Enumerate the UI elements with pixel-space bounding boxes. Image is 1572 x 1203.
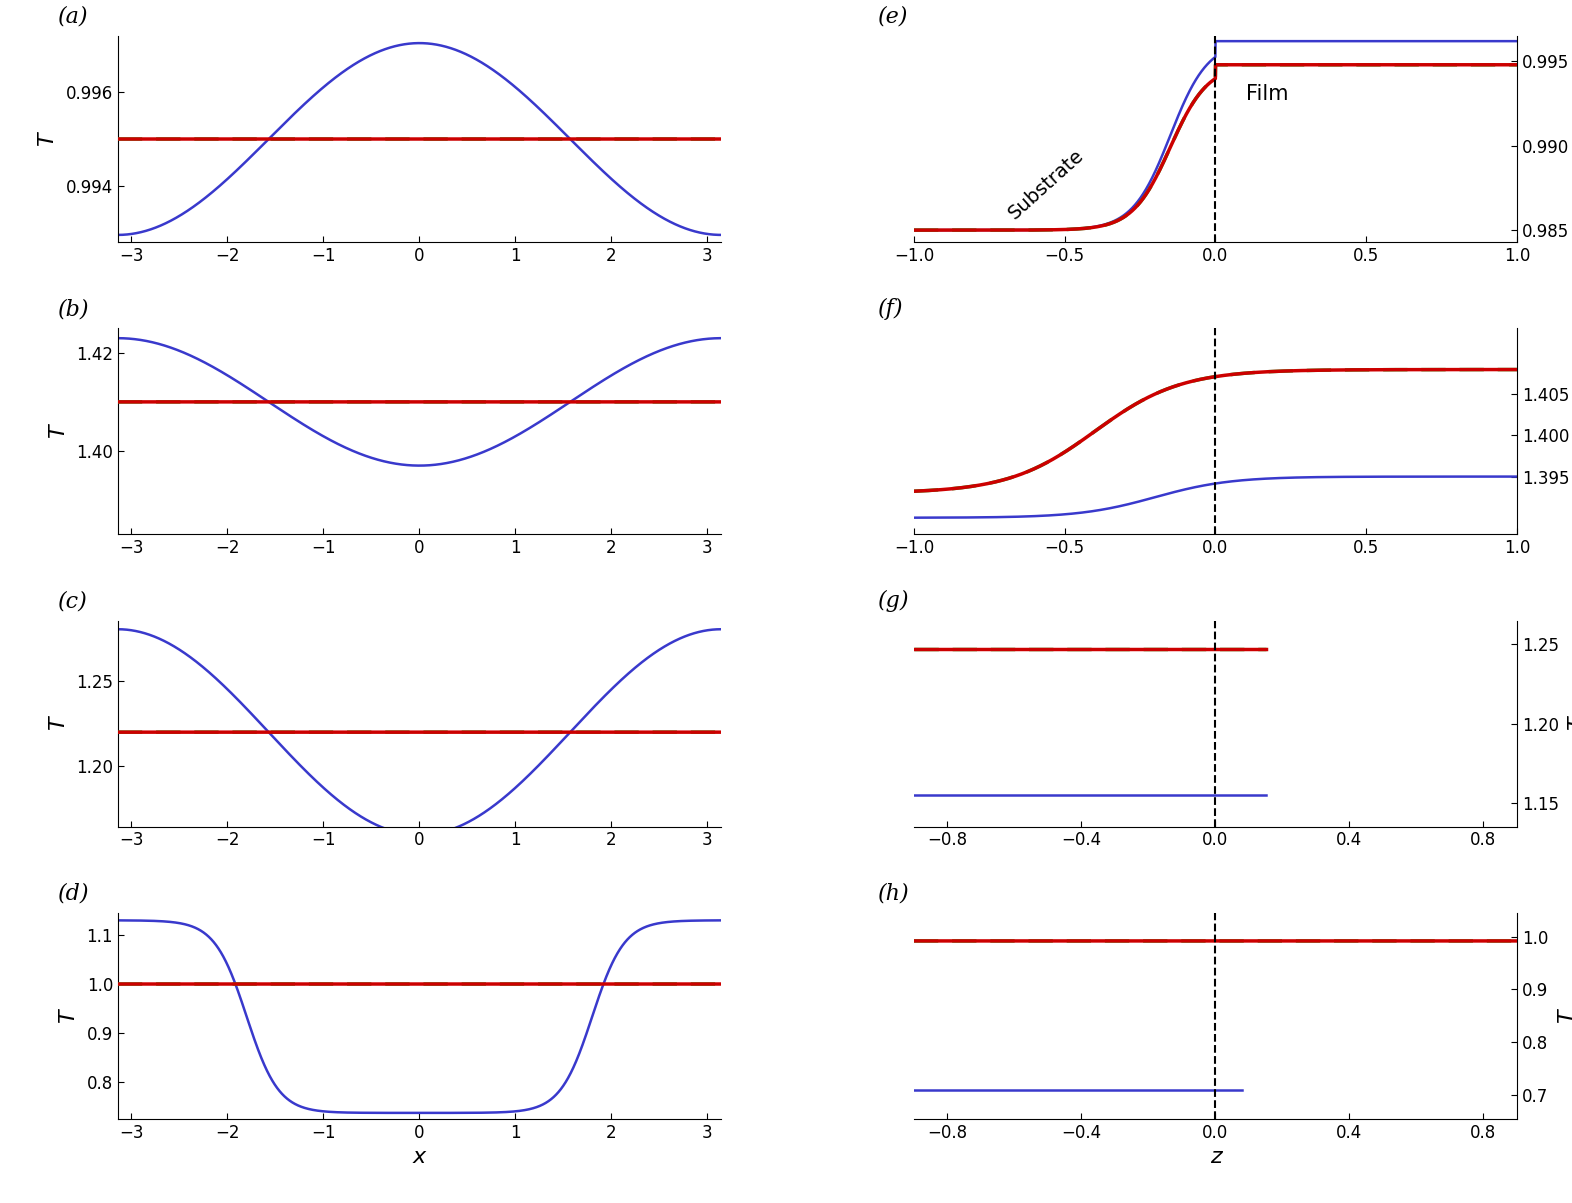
- Text: Film: Film: [1245, 84, 1287, 103]
- X-axis label: z: z: [1209, 1148, 1221, 1167]
- Text: (a): (a): [58, 6, 88, 28]
- Text: (f): (f): [877, 298, 904, 320]
- Y-axis label: T: T: [38, 132, 58, 146]
- Text: (c): (c): [58, 591, 88, 612]
- Text: (b): (b): [58, 298, 90, 320]
- Text: (e): (e): [877, 6, 909, 28]
- Text: (d): (d): [58, 883, 90, 905]
- Y-axis label: T: T: [47, 717, 68, 730]
- X-axis label: x: x: [413, 1148, 426, 1167]
- Y-axis label: T: T: [1567, 717, 1572, 730]
- Y-axis label: T: T: [58, 1009, 79, 1023]
- Text: Substrate: Substrate: [1005, 146, 1088, 223]
- Text: (g): (g): [877, 591, 909, 612]
- Y-axis label: T: T: [47, 425, 68, 438]
- Text: (h): (h): [877, 883, 909, 905]
- Y-axis label: T: T: [1556, 1009, 1572, 1023]
